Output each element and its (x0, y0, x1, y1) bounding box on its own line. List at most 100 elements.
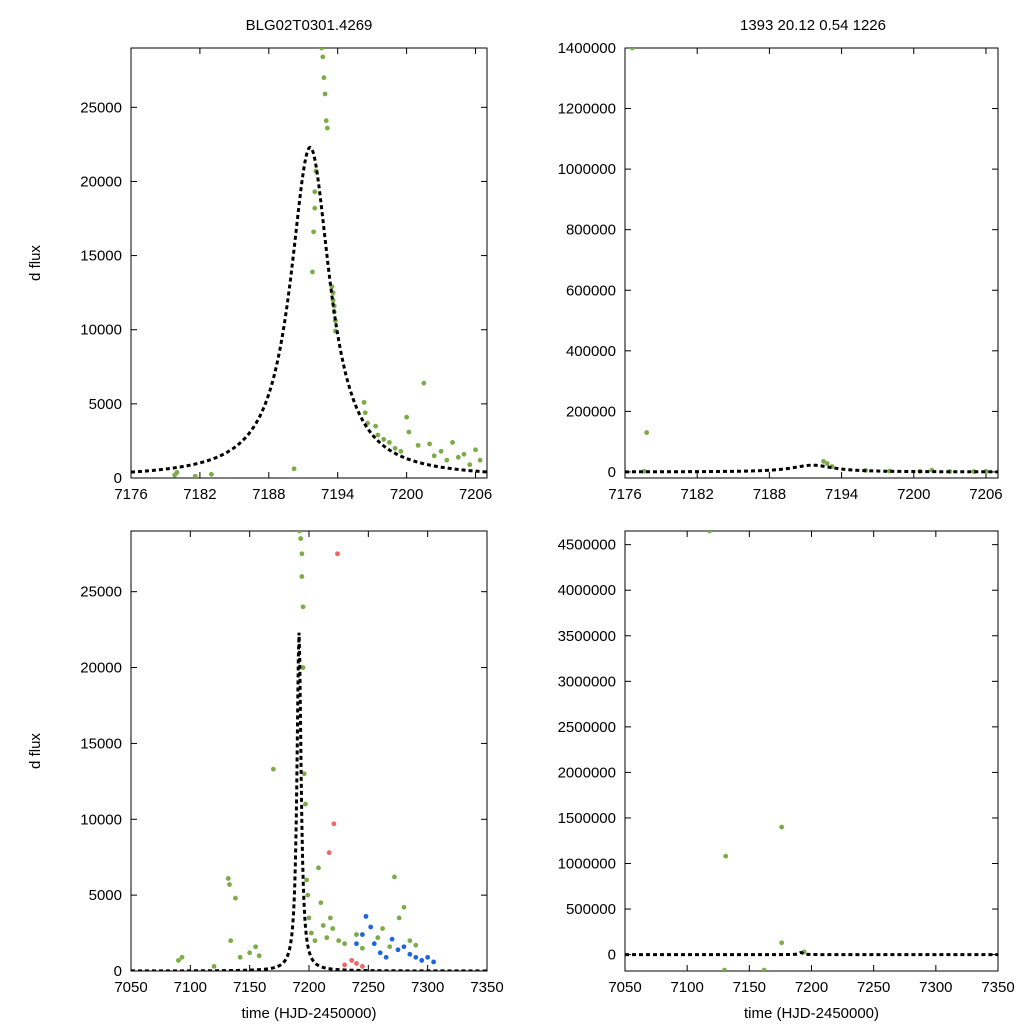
data-point-red (331, 821, 337, 827)
y-tick-label: 4000000 (558, 582, 616, 599)
panel-top-left: 7176 7182 7188 7194 7200 7206 0 5000 10000 15000 2… (27, 47, 492, 503)
data-point-green (208, 471, 214, 477)
data-point-green (310, 269, 315, 275)
title-right: 1393 20.12 0.54 1226 (740, 17, 886, 34)
data-point-blue (413, 954, 419, 960)
data-point-green (299, 551, 305, 557)
panel-bottom-right: 7050 7100 7150 7200 7250 7300 7350 0 500000 10000… (558, 530, 1015, 1022)
data-point-green (427, 441, 432, 447)
y-tick-label: 10000 (80, 322, 122, 339)
data-point-green (225, 876, 231, 881)
data-point-blue (431, 959, 436, 965)
data-point-green (387, 944, 393, 950)
x-tick-label: 7300 (919, 979, 952, 996)
x-tick-label: 7200 (897, 486, 930, 503)
y-tick-label: 15000 (80, 735, 122, 752)
model-curve (131, 632, 487, 971)
data-point-green (342, 941, 347, 947)
y-tick-label: 600000 (566, 282, 616, 299)
y-tick-label: 200000 (566, 403, 616, 420)
data-point-green (311, 229, 316, 235)
y-tick-label: 400000 (566, 343, 616, 360)
x-tick-label: 7150 (233, 979, 266, 996)
x-tick-label: 7350 (981, 979, 1014, 996)
data-point-green (336, 938, 342, 944)
data-point-green (386, 440, 392, 445)
data-point-blue (425, 954, 431, 960)
data-point-green (392, 874, 397, 880)
data-point-green (407, 938, 413, 944)
data-point-blue (354, 941, 359, 947)
x-tick-label: 7206 (459, 486, 492, 503)
data-point-green (722, 967, 727, 971)
data-point-green (641, 468, 647, 474)
data-point-green (461, 451, 467, 457)
model-curve (625, 951, 998, 957)
y-tick-label: 1500000 (558, 810, 616, 827)
data-point-green (821, 458, 826, 464)
x-tick-label: 7250 (857, 979, 890, 996)
data-point-green (324, 125, 330, 131)
x-tick-label: 7182 (681, 486, 714, 503)
data-point-green (308, 930, 314, 936)
y-tick-label: 1000000 (558, 161, 616, 178)
y-tick-label: 3000000 (558, 673, 616, 690)
y-tick-label: 5000 (89, 887, 122, 904)
data-point-blue (389, 936, 395, 942)
y-tick-label: 2000000 (558, 764, 616, 781)
x-tick-label: 7206 (969, 486, 1002, 503)
panels-group: 7176 7182 7188 7194 7200 7206 0 5000 10000 15000 2… (27, 40, 1015, 1022)
x-tick-label: 7100 (670, 979, 703, 996)
x-tick-label: 7188 (753, 486, 786, 503)
data-point-blue (383, 954, 389, 960)
data-point-green (321, 75, 327, 81)
data-point-green (306, 915, 312, 921)
data-point-green (413, 942, 419, 948)
data-point-green (319, 48, 325, 51)
x-tick-label: 7100 (174, 979, 207, 996)
y-tick-label: 800000 (566, 222, 616, 239)
data-point-green (723, 853, 729, 859)
data-point-green (330, 926, 336, 931)
y-tick-label: 0 (114, 963, 122, 980)
plot-frame (624, 530, 999, 972)
data-point-green (381, 437, 387, 442)
data-point-blue (407, 951, 413, 957)
y-tick-label: 15000 (80, 248, 122, 265)
data-point-green (303, 801, 308, 807)
data-point-green (431, 453, 437, 459)
data-point-green (237, 954, 243, 960)
panel-top-right: 7176 7182 7188 7194 7200 7206 0 200000 400000 600… (558, 40, 1003, 503)
data-point-green (380, 926, 385, 931)
title-left: BLG02T0301.4269 (246, 17, 373, 34)
data-point-green (450, 440, 455, 445)
x-tick-label: 7176 (114, 486, 147, 503)
plot-frame (624, 47, 999, 479)
data-point-blue (360, 932, 365, 937)
plot-area (625, 531, 998, 971)
data-point-green (312, 938, 318, 944)
data-point-green (233, 895, 238, 901)
x-tick-label: 7200 (795, 979, 828, 996)
y-tick-label: 1400000 (558, 40, 616, 57)
plot-frame (130, 47, 488, 479)
y-tick-label: 3500000 (558, 628, 616, 645)
data-point-green (354, 932, 359, 937)
data-point-green (192, 473, 198, 478)
data-point-green (300, 665, 306, 670)
data-point-green (404, 414, 410, 420)
data-point-green (176, 957, 181, 963)
x-axis-label: time (HJD-2450000) (744, 1005, 879, 1022)
data-point-blue (363, 913, 369, 919)
data-point-green (477, 457, 483, 463)
data-point-green (396, 915, 402, 921)
data-point-blue (419, 957, 425, 963)
data-point-green (415, 442, 421, 448)
data-point-green (361, 399, 367, 405)
data-point-green (629, 48, 635, 51)
plot-area (131, 48, 487, 478)
data-point-green (228, 938, 234, 944)
y-tick-label: 1200000 (558, 101, 616, 118)
y-tick-label: 20000 (80, 173, 122, 190)
data-point-blue (368, 924, 374, 930)
